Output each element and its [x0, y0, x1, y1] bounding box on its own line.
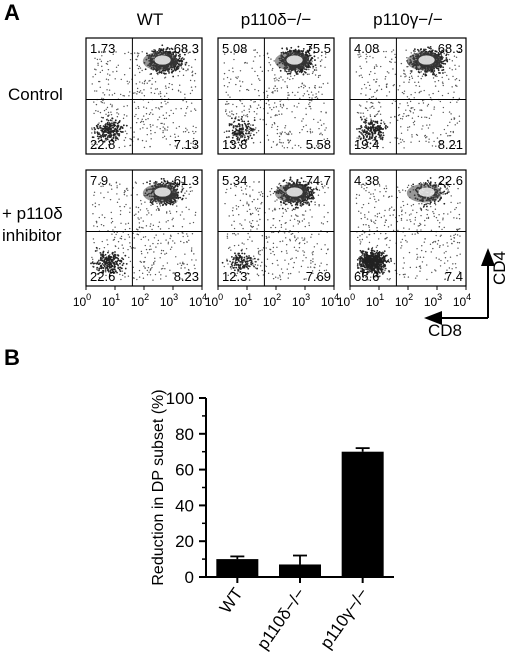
flow-tick-label: 102 [131, 292, 149, 309]
flow-plot-density [354, 46, 461, 149]
bar [216, 559, 259, 577]
quadrant-value-lr: 7.69 [306, 269, 331, 284]
quadrant-value-ur: 22.6 [438, 173, 463, 188]
flow-tick-label: 101 [366, 292, 384, 309]
bar [279, 564, 321, 577]
cd8-axis-label: CD8 [428, 321, 462, 340]
flow-plot: 1.73 68.3 22.8 7.13 [85, 37, 203, 155]
flow-plot-density [223, 45, 329, 149]
quadrant-value-ul: 4.08 [354, 41, 379, 56]
y-tick-label: 80 [175, 425, 194, 444]
flow-tick-label: 103 [292, 292, 310, 309]
x-tick-label: p110γ−/− [316, 584, 372, 652]
y-tick-label: 60 [175, 461, 194, 480]
flow-tick-label: 100 [73, 292, 91, 309]
quadrant-value-ul: 5.34 [222, 173, 247, 188]
quadrant-value-ur: 61.3 [174, 173, 199, 188]
x-tick-label: p110δ−/− [253, 584, 309, 653]
quadrant-value-ll: 19.4 [354, 137, 379, 152]
flow-plot: 7.9 61.3 22.6 8.23 [85, 169, 203, 287]
quadrant-value-ur: 74.7 [306, 173, 331, 188]
flow-tick-label: 103 [424, 292, 442, 309]
quadrant-value-lr: 8.21 [438, 137, 463, 152]
flow-tick-label: 103 [160, 292, 178, 309]
quadrant-value-ur: 68.3 [438, 41, 463, 56]
row-label-control: Control [8, 84, 63, 106]
y-tick-label: 100 [166, 389, 194, 408]
quadrant-value-ul: 5.08 [222, 41, 247, 56]
flow-cytometry-grid: 1.73 68.3 22.8 7.13 5.08 75.5 13.8 5.58 4.08 68.3… [73, 37, 509, 340]
flow-plot-density [355, 177, 461, 281]
y-tick-label: 40 [175, 496, 194, 515]
y-tick-label: 20 [175, 532, 194, 551]
flow-tick-label: 100 [205, 292, 223, 309]
axis-arrows [424, 248, 495, 325]
flow-plot: 5.08 75.5 13.8 5.58 [217, 37, 335, 155]
quadrant-value-ul: 7.9 [90, 173, 108, 188]
quadrant-value-lr: 7.13 [174, 137, 199, 152]
quadrant-value-lr: 8.23 [174, 269, 199, 284]
row-label-inhibitor-line2: inhibitor [2, 226, 62, 245]
flow-tick-label: 102 [263, 292, 281, 309]
flow-plot: 4.08 68.3 19.4 8.21 [349, 37, 467, 155]
row-label-inhibitor-line1: + p110δ [2, 204, 63, 223]
column-header-wt: WT [136, 10, 164, 29]
quadrant-value-ll: 12.3 [222, 269, 247, 284]
flow-plot-density [91, 44, 197, 149]
bar-chart: Reduction in DP subset (%) 0 20 40 60 80 100 W… [150, 389, 394, 653]
quadrant-value-ll: 22.6 [90, 269, 115, 284]
flow-tick-label: 101 [102, 292, 120, 309]
quadrant-value-ur: 68.3 [174, 41, 199, 56]
x-tick-label: WT [216, 584, 247, 617]
panel-a-letter: A [4, 0, 20, 25]
row-label-control-text: Control [8, 85, 63, 104]
flow-tick-label: 100 [337, 292, 355, 309]
y-axis-label: Reduction in DP subset (%) [150, 389, 167, 585]
column-header-p110delta: p110δ−/− [240, 10, 312, 29]
bar [341, 451, 384, 577]
quadrant-value-ll: 65.6 [354, 269, 379, 284]
quadrant-value-ur: 75.5 [306, 41, 331, 56]
quadrant-value-lr: 7.4 [445, 269, 463, 284]
flow-plot: 4.38 22.6 65.6 7.4 [349, 169, 467, 287]
flow-plot-density [221, 176, 329, 281]
cd4-axis-label: CD4 [490, 251, 509, 285]
flow-tick-label: 104 [453, 292, 471, 309]
y-tick-label: 0 [185, 568, 194, 587]
flow-tick-label: 102 [395, 292, 413, 309]
quadrant-value-ll: 13.8 [222, 137, 247, 152]
panel-b-letter: B [4, 345, 20, 370]
column-header-p110gamma: p110γ−/− [373, 10, 443, 29]
row-label-inhibitor: + p110δ inhibitor [2, 203, 63, 247]
flow-tick-label: 101 [234, 292, 252, 309]
quadrant-value-ul: 4.38 [354, 173, 379, 188]
flow-plot-density [90, 177, 197, 281]
quadrant-value-ll: 22.8 [90, 137, 115, 152]
flow-plot: 5.34 74.7 12.3 7.69 [217, 169, 335, 287]
quadrant-value-lr: 5.58 [306, 137, 331, 152]
quadrant-value-ul: 1.73 [90, 41, 115, 56]
